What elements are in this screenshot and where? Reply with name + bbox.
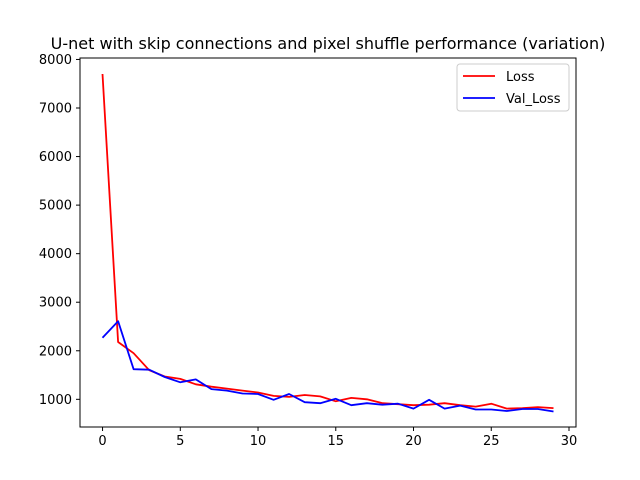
legend-label-loss: Loss [506, 70, 535, 85]
data-point-val-loss [520, 407, 524, 411]
data-point-val-loss [536, 407, 540, 411]
data-point-val-loss [365, 401, 369, 405]
y-axis: 1000 2000 3000 4000 5000 6000 7000 8000 [39, 53, 80, 408]
data-point-val-loss [303, 400, 307, 404]
y-tick-label: 6000 [39, 150, 72, 165]
data-point-loss [443, 401, 447, 405]
data-point-loss [349, 396, 353, 400]
data-point-val-loss [552, 410, 556, 414]
data-point-loss [132, 351, 136, 355]
data-point-loss [365, 397, 369, 401]
y-tick-label: 3000 [39, 296, 72, 311]
data-point-val-loss [147, 368, 151, 372]
data-point-val-loss [287, 392, 291, 396]
legend: Loss Val_Loss [457, 64, 569, 111]
x-tick-label: 30 [561, 434, 578, 449]
data-point-val-loss [318, 401, 322, 405]
x-tick-label: 10 [250, 434, 267, 449]
data-point-loss [101, 72, 105, 76]
series-line-loss [103, 74, 554, 409]
data-point-val-loss [116, 319, 120, 323]
data-point-val-loss [241, 392, 245, 396]
legend-label-val-loss: Val_Loss [506, 92, 561, 107]
data-point-loss [489, 402, 493, 406]
y-tick-label: 2000 [39, 344, 72, 359]
data-point-val-loss [209, 387, 213, 391]
data-point-val-loss [163, 375, 167, 379]
data-point-val-loss [396, 402, 400, 406]
data-point-loss [318, 394, 322, 398]
data-point-val-loss [474, 408, 478, 412]
data-point-loss [272, 394, 276, 398]
x-tick-label: 5 [176, 434, 184, 449]
data-point-val-loss [443, 407, 447, 411]
x-tick-label: 25 [483, 434, 500, 449]
data-point-loss [427, 403, 431, 407]
data-point-val-loss [412, 407, 416, 411]
x-tick-label: 0 [98, 434, 106, 449]
x-axis: 0 5 10 15 20 25 30 [98, 427, 577, 449]
data-point-loss [303, 393, 307, 397]
data-point-val-loss [489, 408, 493, 412]
y-tick-label: 7000 [39, 102, 72, 117]
data-point-val-loss [132, 367, 136, 371]
y-tick-label: 1000 [39, 393, 72, 408]
data-point-val-loss [101, 336, 105, 340]
data-point-val-loss [334, 397, 338, 401]
data-point-val-loss [458, 404, 462, 408]
data-point-val-loss [194, 377, 198, 381]
x-tick-label: 15 [328, 434, 345, 449]
data-point-val-loss [225, 389, 229, 393]
data-point-val-loss [505, 409, 509, 413]
data-point-val-loss [178, 380, 182, 384]
chart-title: U-net with skip connections and pixel sh… [51, 34, 606, 53]
data-point-val-loss [349, 403, 353, 407]
y-tick-label: 4000 [39, 247, 72, 262]
data-point-val-loss [256, 392, 260, 396]
data-point-val-loss [380, 403, 384, 407]
y-tick-label: 8000 [39, 53, 72, 68]
data-point-val-loss [427, 398, 431, 402]
data-point-loss [116, 340, 120, 344]
data-point-loss [194, 382, 198, 386]
y-tick-label: 5000 [39, 199, 72, 214]
data-point-val-loss [272, 398, 276, 402]
x-tick-label: 20 [405, 434, 422, 449]
series-layer [101, 72, 556, 414]
